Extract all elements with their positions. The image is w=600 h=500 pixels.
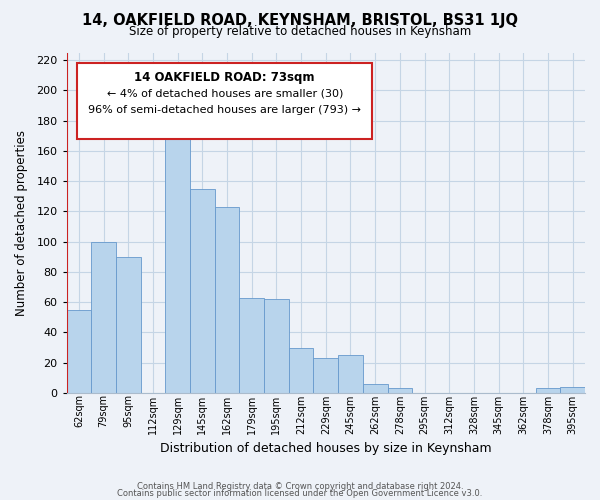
Bar bbox=[338, 355, 363, 393]
Bar bbox=[190, 188, 215, 393]
Bar bbox=[560, 387, 585, 393]
Text: 14 OAKFIELD ROAD: 73sqm: 14 OAKFIELD ROAD: 73sqm bbox=[134, 71, 315, 84]
Bar bbox=[67, 310, 91, 393]
Text: 14, OAKFIELD ROAD, KEYNSHAM, BRISTOL, BS31 1JQ: 14, OAKFIELD ROAD, KEYNSHAM, BRISTOL, BS… bbox=[82, 12, 518, 28]
Bar bbox=[388, 388, 412, 393]
Bar bbox=[215, 207, 239, 393]
Text: Contains public sector information licensed under the Open Government Licence v3: Contains public sector information licen… bbox=[118, 490, 482, 498]
Bar bbox=[116, 256, 140, 393]
Bar bbox=[166, 128, 190, 393]
Bar bbox=[289, 348, 313, 393]
Text: 96% of semi-detached houses are larger (793) →: 96% of semi-detached houses are larger (… bbox=[88, 106, 361, 116]
Text: Contains HM Land Registry data © Crown copyright and database right 2024.: Contains HM Land Registry data © Crown c… bbox=[137, 482, 463, 491]
Text: Size of property relative to detached houses in Keynsham: Size of property relative to detached ho… bbox=[129, 25, 471, 38]
Bar bbox=[239, 298, 264, 393]
Bar bbox=[313, 358, 338, 393]
FancyBboxPatch shape bbox=[77, 62, 373, 140]
Bar bbox=[363, 384, 388, 393]
Bar bbox=[536, 388, 560, 393]
X-axis label: Distribution of detached houses by size in Keynsham: Distribution of detached houses by size … bbox=[160, 442, 491, 455]
Bar bbox=[264, 299, 289, 393]
Bar bbox=[91, 242, 116, 393]
Y-axis label: Number of detached properties: Number of detached properties bbox=[15, 130, 28, 316]
Text: ← 4% of detached houses are smaller (30): ← 4% of detached houses are smaller (30) bbox=[107, 88, 343, 98]
